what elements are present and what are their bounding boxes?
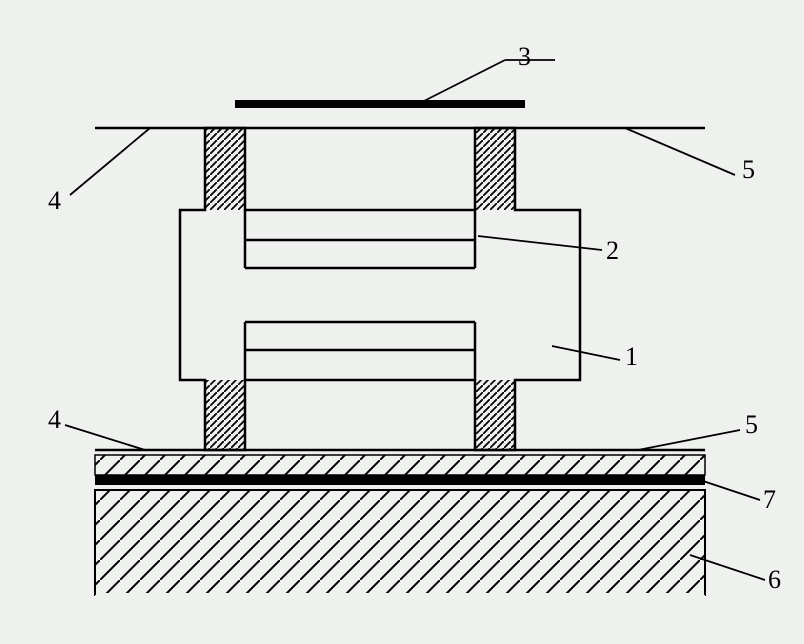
label-7: 7 bbox=[763, 485, 776, 515]
leader-5-bottom bbox=[638, 430, 740, 450]
label-5-top: 5 bbox=[742, 155, 755, 185]
leader-5-top bbox=[625, 128, 735, 175]
leader-7 bbox=[700, 480, 760, 500]
leader-4-bottom bbox=[65, 425, 145, 450]
leader-3 bbox=[420, 60, 505, 103]
thread-top-right bbox=[475, 128, 515, 210]
label-3: 3 bbox=[518, 42, 531, 72]
label-4-bottom: 4 bbox=[48, 405, 61, 435]
leader-2 bbox=[478, 236, 602, 250]
leader-4-top bbox=[70, 128, 150, 195]
thin-hatched-band bbox=[95, 455, 705, 475]
top-black-bar bbox=[235, 100, 525, 108]
foundation-hatch bbox=[95, 490, 705, 595]
label-4-top: 4 bbox=[48, 186, 61, 216]
label-1: 1 bbox=[625, 342, 638, 372]
leader-1 bbox=[552, 346, 620, 360]
label-2: 2 bbox=[606, 236, 619, 266]
thread-bot-right bbox=[475, 380, 515, 450]
thread-bot-left bbox=[205, 380, 245, 450]
bottom-black-bar bbox=[95, 475, 705, 485]
label-5-bottom: 5 bbox=[745, 410, 758, 440]
label-6: 6 bbox=[768, 565, 781, 595]
thread-top-left bbox=[205, 128, 245, 210]
